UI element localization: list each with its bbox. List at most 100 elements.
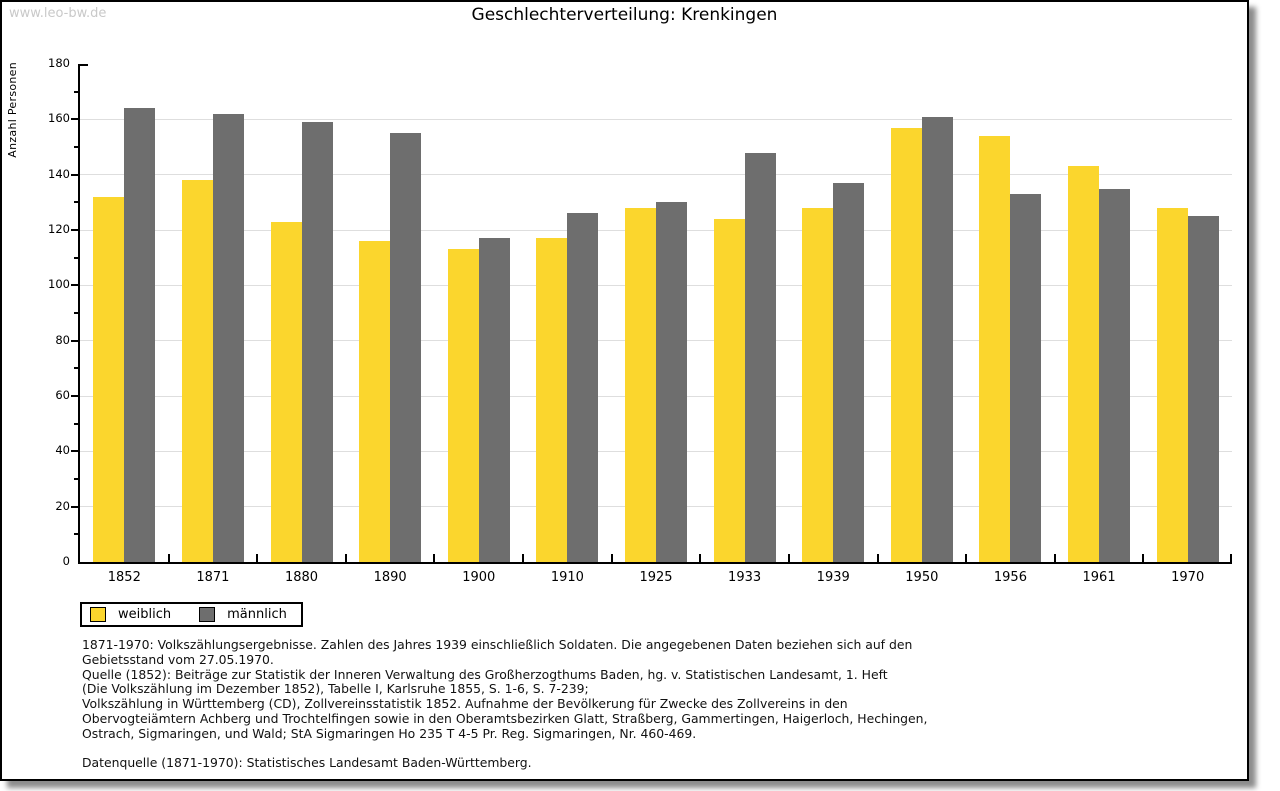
x-boundary-tick — [1142, 554, 1145, 562]
chart-window: www.leo-bw.de Geschlechterverteilung: Kr… — [0, 0, 1249, 781]
x-tick-label: 1880 — [284, 570, 319, 585]
bar-weiblich-1871 — [181, 180, 213, 562]
y-minor-tick — [74, 478, 78, 480]
y-tick-label: 160 — [48, 111, 70, 126]
bar-maennlich-1890 — [390, 133, 422, 562]
y-major-tick — [71, 173, 78, 176]
x-boundary-tick — [256, 554, 259, 562]
x-tick-label: 1933 — [728, 570, 762, 585]
y-minor-tick — [74, 201, 78, 204]
source-note-line: Volkszählung in Württemberg (CD), Zollve… — [82, 696, 848, 712]
bar-maennlich-1900 — [478, 238, 510, 562]
x-boundary-tick — [433, 554, 436, 562]
y-minor-tick — [74, 256, 78, 259]
bar-maennlich-1933 — [744, 152, 776, 562]
y-minor-tick — [74, 367, 78, 370]
y-minor-tick — [74, 533, 78, 536]
y-tick-label: 0 — [62, 554, 70, 568]
y-minor-tick — [74, 146, 78, 148]
y-tick-label: 100 — [48, 277, 70, 292]
x-tick-label: 1970 — [1171, 570, 1205, 585]
legend-swatch-maennlich — [199, 607, 216, 622]
bar-maennlich-1880 — [301, 122, 333, 562]
bar-weiblich-1970 — [1156, 207, 1188, 562]
bar-maennlich-1939 — [833, 182, 865, 562]
y-tick-label: 180 — [48, 56, 70, 70]
y-axis-end-cap — [80, 64, 88, 66]
y-tick-label: 120 — [48, 222, 70, 236]
bar-maennlich-1956 — [1010, 194, 1042, 562]
plot-area: 0 20 40 60 80 100 120 140 160 180 1852 1871 1880 1890… — [48, 56, 1232, 585]
y-tick-label: 80 — [55, 332, 70, 347]
x-boundary-tick — [1053, 554, 1056, 562]
source-note-line: Ostrach, Sigmaringen, und Wald; StA Sigm… — [82, 725, 697, 741]
x-tick-label: 1956 — [993, 570, 1027, 585]
bar-weiblich-1939 — [802, 207, 834, 562]
x-boundary-tick — [699, 554, 702, 562]
x-tick-label: 1961 — [1082, 570, 1116, 585]
bar-weiblich-1925 — [625, 207, 656, 562]
y-major-tick — [71, 118, 78, 121]
x-boundary-tick — [522, 554, 525, 562]
legend-swatch-weiblich — [90, 607, 106, 622]
bar-maennlich-1910 — [567, 213, 599, 562]
y-minor-tick — [74, 90, 78, 93]
x-tick-label: 1900 — [462, 570, 496, 585]
x-tick-label: 1925 — [639, 570, 673, 585]
y-tick-label: 60 — [55, 388, 70, 402]
source-note-line: Gebietsstand vom 27.05.1970. — [82, 651, 274, 667]
x-tick-label: 1890 — [373, 570, 407, 585]
bar-weiblich-1956 — [979, 135, 1011, 562]
y-minor-tick — [74, 312, 78, 314]
bar-weiblich-1900 — [447, 249, 479, 562]
bar-weiblich-1880 — [270, 221, 302, 562]
legend-label-maennlich: männlich — [227, 607, 287, 622]
bar-maennlich-1852 — [124, 108, 156, 562]
source-note-line: Obervogteiämtern Achberg und Trochtelfin… — [82, 710, 928, 726]
legend-label-weiblich: weiblich — [118, 607, 172, 622]
x-tick-label: 1939 — [816, 570, 850, 585]
data-source-line: Datenquelle (1871-1970): Statistisches L… — [82, 755, 532, 771]
watermark: www.leo-bw.de — [9, 6, 107, 21]
x-tick-label: 1871 — [196, 570, 230, 585]
bar-maennlich-1950 — [921, 116, 953, 562]
x-boundary-tick — [167, 554, 170, 562]
bar-weiblich-1950 — [890, 127, 922, 562]
source-notes: 1871-1970: Volkszählungsergebnisse. Zahl… — [82, 637, 928, 771]
x-boundary-tick — [965, 554, 968, 562]
x-boundary-tick — [610, 554, 613, 562]
x-tick-label: 1852 — [107, 570, 141, 585]
x-tick-label: 1950 — [905, 570, 939, 585]
y-tick-label: 20 — [55, 498, 70, 513]
bar-weiblich-1910 — [536, 238, 568, 562]
source-note-spacer — [82, 742, 927, 757]
y-tick-label: 140 — [48, 166, 70, 181]
bar-weiblich-1933 — [713, 218, 745, 562]
bar-maennlich-1925 — [656, 202, 687, 562]
bar-weiblich-1961 — [1068, 166, 1100, 562]
source-note-line: 1871-1970: Volkszählungsergebnisse. Zahl… — [82, 637, 913, 652]
y-major-tick — [71, 395, 78, 397]
x-tick-label: 1910 — [550, 570, 584, 585]
gridline-y160 — [80, 118, 1232, 120]
x-axis-end-tick — [1230, 554, 1232, 562]
y-major-tick — [71, 505, 78, 508]
chart-title: Geschlechterverteilung: Krenkingen — [471, 5, 778, 25]
legend: weiblich männlich — [80, 602, 303, 627]
bar-maennlich-1871 — [212, 113, 244, 562]
x-boundary-tick — [876, 554, 879, 562]
y-major-tick — [71, 339, 78, 342]
y-major-tick — [71, 229, 78, 231]
x-boundary-tick — [344, 554, 347, 562]
gridline-y140 — [80, 174, 1232, 176]
bar-weiblich-1852 — [93, 196, 125, 562]
y-tick-label: 40 — [55, 443, 70, 458]
source-note-line: (Die Volkszählung im Dezember 1852), Tab… — [82, 681, 589, 697]
y-major-tick — [71, 450, 78, 453]
bar-maennlich-1961 — [1099, 188, 1131, 562]
y-minor-tick — [74, 422, 78, 425]
bar-weiblich-1890 — [359, 241, 391, 562]
source-note-line: Quelle (1852): Beiträge zur Statistik de… — [82, 666, 888, 682]
x-boundary-tick — [787, 554, 790, 562]
y-major-tick — [71, 284, 78, 287]
